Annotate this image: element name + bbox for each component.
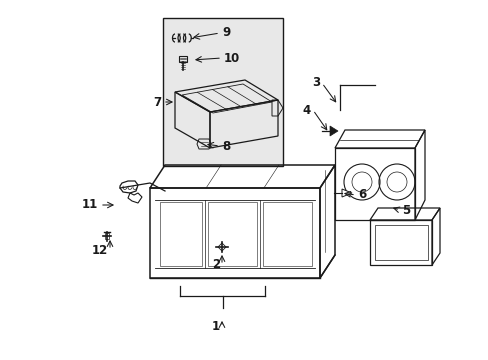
Text: 5: 5 [401,203,409,216]
Text: 6: 6 [357,189,366,202]
Text: 12: 12 [92,243,108,256]
Bar [163,18,283,166]
Text: 10: 10 [224,51,240,64]
Text: 7: 7 [153,95,161,108]
Text: 11: 11 [81,198,98,211]
Text: 3: 3 [311,77,319,90]
Text: 1: 1 [211,320,220,333]
Polygon shape [341,189,351,197]
Text: 4: 4 [302,104,310,117]
Text: 8: 8 [222,139,230,153]
Polygon shape [329,126,337,136]
Text: 2: 2 [211,258,220,271]
Text: 9: 9 [222,27,230,40]
